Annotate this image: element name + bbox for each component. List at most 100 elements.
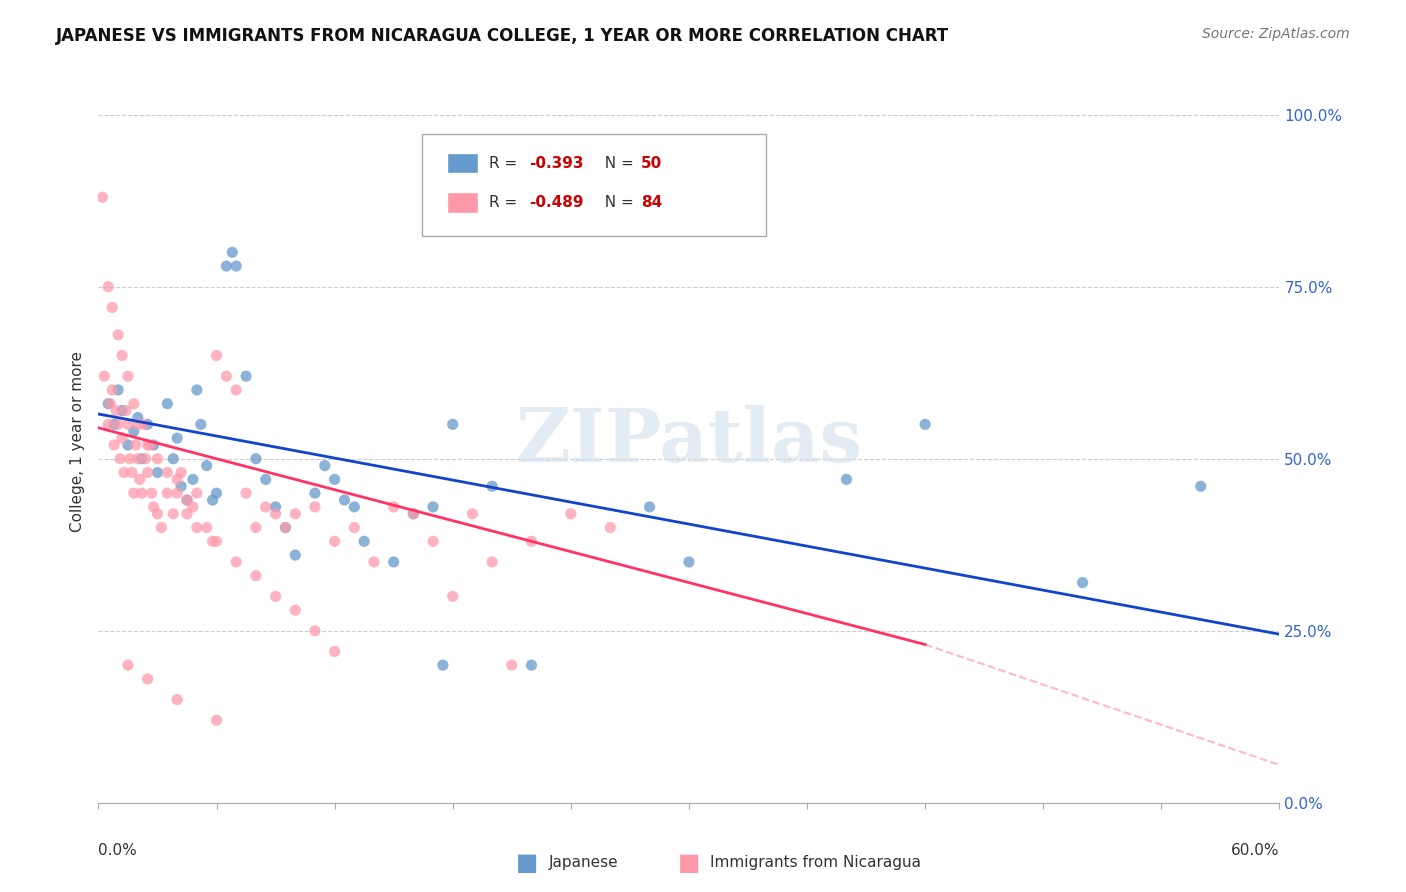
Point bbox=[205, 349, 228, 363]
Point bbox=[599, 520, 621, 534]
Point bbox=[166, 431, 188, 445]
Text: ZIPatlas: ZIPatlas bbox=[516, 405, 862, 478]
Point bbox=[156, 397, 179, 411]
Point bbox=[150, 520, 173, 534]
Text: 60.0%: 60.0% bbox=[1232, 843, 1279, 857]
Point bbox=[284, 507, 307, 521]
Point bbox=[127, 410, 149, 425]
Point bbox=[127, 451, 149, 466]
Point bbox=[245, 520, 267, 534]
Text: JAPANESE VS IMMIGRANTS FROM NICARAGUA COLLEGE, 1 YEAR OR MORE CORRELATION CHART: JAPANESE VS IMMIGRANTS FROM NICARAGUA CO… bbox=[56, 27, 949, 45]
Point bbox=[111, 349, 134, 363]
Point bbox=[225, 555, 247, 569]
Point bbox=[138, 438, 160, 452]
Point bbox=[501, 658, 523, 673]
Point bbox=[166, 472, 188, 486]
Point bbox=[97, 279, 120, 293]
Point bbox=[382, 500, 405, 514]
Point bbox=[201, 534, 224, 549]
Point bbox=[481, 555, 503, 569]
Point bbox=[108, 451, 131, 466]
Point bbox=[254, 472, 277, 486]
Point bbox=[402, 507, 425, 521]
Point bbox=[343, 520, 366, 534]
Point bbox=[215, 369, 238, 384]
Point bbox=[107, 327, 129, 342]
Point bbox=[225, 383, 247, 397]
Point bbox=[560, 507, 582, 521]
Point bbox=[190, 417, 212, 432]
Point bbox=[156, 466, 179, 480]
Point bbox=[176, 493, 198, 508]
Point bbox=[121, 466, 143, 480]
Point bbox=[117, 658, 139, 673]
Point bbox=[254, 500, 277, 514]
Point bbox=[205, 486, 228, 500]
Point bbox=[333, 493, 356, 508]
Text: Source: ZipAtlas.com: Source: ZipAtlas.com bbox=[1202, 27, 1350, 41]
Point bbox=[264, 590, 287, 604]
Point bbox=[245, 451, 267, 466]
Point bbox=[105, 403, 128, 417]
Point bbox=[117, 438, 139, 452]
Point bbox=[353, 534, 375, 549]
Point bbox=[441, 590, 464, 604]
Text: 0.0%: 0.0% bbox=[98, 843, 138, 857]
Text: R =: R = bbox=[489, 156, 523, 170]
Point bbox=[111, 403, 134, 417]
Point bbox=[103, 438, 125, 452]
Point bbox=[136, 672, 159, 686]
Point bbox=[274, 520, 297, 534]
Point bbox=[195, 458, 218, 473]
Point bbox=[118, 451, 141, 466]
Text: -0.489: -0.489 bbox=[529, 195, 583, 210]
Point bbox=[323, 472, 346, 486]
Point bbox=[122, 424, 145, 438]
Point bbox=[215, 259, 238, 273]
Point bbox=[235, 486, 257, 500]
Point bbox=[111, 431, 134, 445]
Point bbox=[142, 500, 165, 514]
Point bbox=[264, 500, 287, 514]
Point bbox=[135, 451, 157, 466]
Point bbox=[520, 658, 543, 673]
Point bbox=[136, 438, 159, 452]
Point bbox=[441, 417, 464, 432]
Point bbox=[432, 658, 454, 673]
Point bbox=[117, 369, 139, 384]
Point bbox=[638, 500, 661, 514]
Point bbox=[107, 417, 129, 432]
Point bbox=[146, 466, 169, 480]
Point bbox=[225, 259, 247, 273]
Point bbox=[422, 500, 444, 514]
Point bbox=[98, 397, 121, 411]
Text: Immigrants from Nicaragua: Immigrants from Nicaragua bbox=[710, 855, 921, 870]
Point bbox=[136, 417, 159, 432]
Point bbox=[914, 417, 936, 432]
Point bbox=[284, 548, 307, 562]
Point bbox=[205, 713, 228, 727]
Point bbox=[131, 451, 153, 466]
Point bbox=[91, 190, 114, 204]
Point bbox=[1189, 479, 1212, 493]
Text: -0.393: -0.393 bbox=[529, 156, 583, 170]
Point bbox=[162, 507, 184, 521]
Point bbox=[176, 493, 198, 508]
Text: ■: ■ bbox=[516, 851, 538, 874]
Point bbox=[125, 438, 148, 452]
Point bbox=[835, 472, 858, 486]
Point bbox=[186, 520, 208, 534]
Point bbox=[101, 301, 124, 315]
Point bbox=[186, 486, 208, 500]
Y-axis label: College, 1 year or more: College, 1 year or more bbox=[69, 351, 84, 532]
Text: R =: R = bbox=[489, 195, 523, 210]
Point bbox=[422, 534, 444, 549]
Point bbox=[101, 383, 124, 397]
Point bbox=[142, 438, 165, 452]
Point bbox=[274, 520, 297, 534]
Text: 50: 50 bbox=[641, 156, 662, 170]
Point bbox=[245, 568, 267, 582]
Point bbox=[162, 451, 184, 466]
Point bbox=[103, 417, 125, 432]
Point bbox=[122, 397, 145, 411]
